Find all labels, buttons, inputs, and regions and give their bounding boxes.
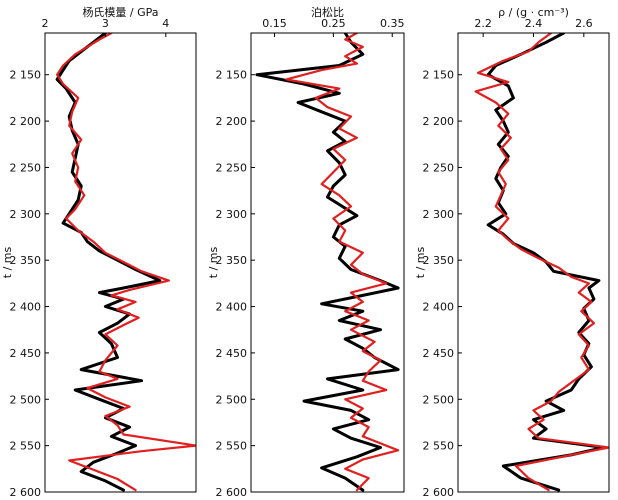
y-tick-label: 2 150 [216,69,248,82]
y-tick-label: 2 300 [216,208,248,221]
series-group [474,33,609,492]
y-tick-label: 2 150 [10,69,42,82]
series-line-black [55,33,162,492]
y-tick-label: 2 550 [423,440,455,453]
y-tick-label: 2 350 [216,254,248,267]
y-tick-label: 2 400 [423,301,455,314]
series-group [255,33,400,492]
y-tick-label: 2 600 [10,486,42,499]
x-axis-title: 杨氏模量 / GPa [82,5,158,19]
panel-1: 2 3 4 2 150 2 200 2 250 2 300 2 350 2 400 2 450 2 … [1,5,197,499]
series-line-black [255,33,400,492]
y-tick-label: 2 550 [10,440,42,453]
y-tick-label: 2 300 [10,208,42,221]
y-tick-label: 2 500 [10,393,42,406]
y-tick-label: 2 450 [216,347,248,360]
x-tick-label: 0.15 [262,17,287,30]
panel-3: 2.2 2.4 2.6 2 150 2 200 2 250 2 300 2 350 2 400 2… [414,6,610,499]
y-tick-label: 2 400 [10,301,42,314]
series-line-red [474,33,609,492]
panel-2: 0.15 0.25 0.35 2 150 2 200 2 250 2 300 2 350 2 4… [207,5,405,499]
y-tick-label: 2 450 [423,347,455,360]
x-axis-title: 泊松比 [311,5,344,19]
y-tick-label: 2 150 [423,69,455,82]
y-tick-label: 2 200 [216,115,248,128]
y-axis-title: t / ms [207,247,220,279]
y-axis-title: t / ms [1,247,14,279]
plot-frame [250,32,405,493]
y-tick-label: 2 250 [423,161,455,174]
x-axis-title: ρ / (g · cm⁻³) [498,6,569,19]
y-tick-label: 2 450 [10,347,42,360]
series-group [55,33,196,492]
y-tick-label: 2 350 [10,254,42,267]
y-tick-label: 2 250 [10,161,42,174]
y-tick-label: 2 400 [216,301,248,314]
x-tick-label: 2.4 [525,17,543,30]
y-tick-label: 2 200 [10,115,42,128]
x-tick-label: 3 [102,17,109,30]
y-axis-title: t / ms [414,247,427,279]
y-tick-label: 2 250 [216,161,248,174]
y-tick-label: 2 500 [423,393,455,406]
series-line-black [486,33,606,492]
y-tick-label: 2 550 [216,440,248,453]
x-tick-label: 2.2 [474,17,492,30]
x-tick-label: 0.35 [380,17,405,30]
y-tick-label: 2 600 [216,486,248,499]
series-line-red [56,33,196,492]
x-tick-label: 2 [42,17,49,30]
y-tick-label: 2 300 [423,208,455,221]
y-tick-label: 2 500 [216,393,248,406]
x-tick-label: 2.6 [575,17,593,30]
plot-frame [44,32,197,493]
x-tick-label: 0.25 [321,17,346,30]
plot-frame [457,32,610,493]
x-tick-label: 4 [162,17,169,30]
y-tick-label: 2 350 [423,254,455,267]
y-tick-label: 2 600 [423,486,455,499]
series-line-red [285,33,400,492]
y-tick-label: 2 200 [423,115,455,128]
